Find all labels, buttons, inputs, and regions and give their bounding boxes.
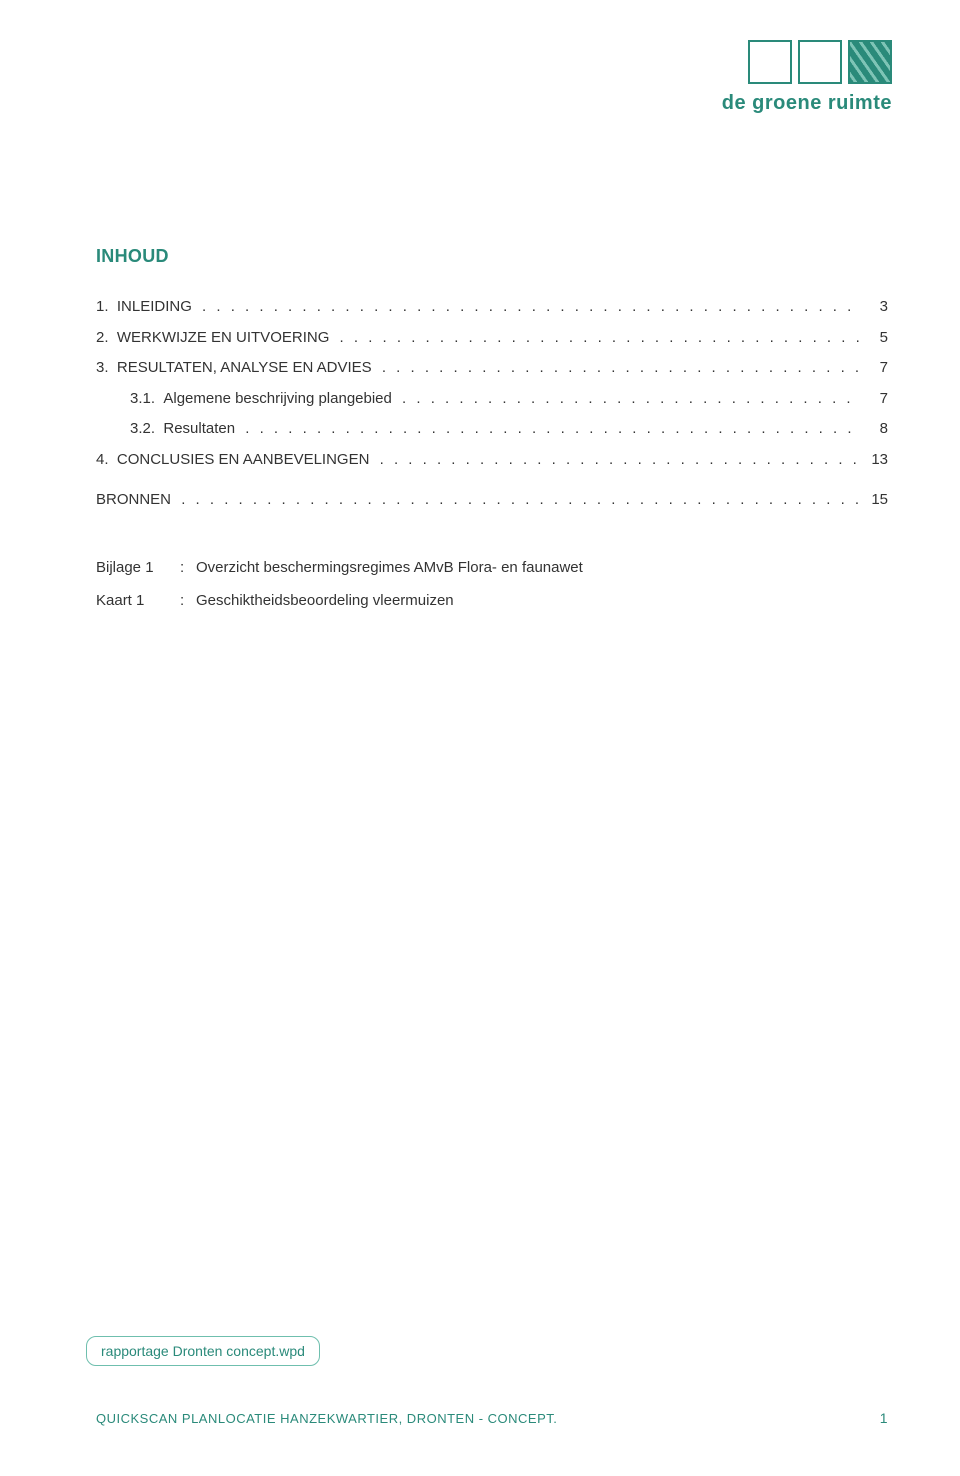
toc-label-text: Algemene beschrijving plangebied <box>163 390 392 407</box>
appendix-text: Overzicht beschermingsregimes AMvB Flora… <box>196 551 583 584</box>
toc-dots: . . . . . . . . . . . . . . . . . . . . … <box>175 486 860 515</box>
toc-label-text: BRONNEN <box>96 491 171 508</box>
toc-page: 5 <box>860 324 888 353</box>
table-of-contents: 1. INLEIDING . . . . . . . . . . . . . .… <box>96 293 888 515</box>
toc-entry: 2. WERKWIJZE EN UITVOERING . . . . . . .… <box>96 324 888 353</box>
toc-page: 8 <box>860 415 888 444</box>
toc-number: 4. <box>96 446 109 475</box>
toc-dots: . . . . . . . . . . . . . . . . . . . . … <box>334 324 860 353</box>
appendix-text: Geschiktheidsbeoordeling vleermuizen <box>196 584 454 617</box>
toc-label: INLEIDING <box>109 293 197 322</box>
toc-number: 2. <box>96 324 109 353</box>
toc-label-text: RESULTATEN, ANALYSE EN ADVIES <box>117 359 372 376</box>
appendix-colon: : <box>180 551 196 584</box>
toc-dots: . . . . . . . . . . . . . . . . . . . . … <box>239 415 860 444</box>
content-area: INHOUD 1. INLEIDING . . . . . . . . . . … <box>96 246 888 617</box>
appendix-item: Kaart 1 : Geschiktheidsbeoordeling vleer… <box>96 584 888 617</box>
toc-label: CONCLUSIES EN AANBEVELINGEN <box>109 446 374 475</box>
toc-entry: 1. INLEIDING . . . . . . . . . . . . . .… <box>96 293 888 322</box>
toc-label: RESULTATEN, ANALYSE EN ADVIES <box>109 354 376 383</box>
file-badge: rapportage Dronten concept.wpd <box>86 1336 320 1366</box>
toc-dots: . . . . . . . . . . . . . . . . . . . . … <box>376 354 860 383</box>
toc-dots: . . . . . . . . . . . . . . . . . . . . … <box>396 385 860 414</box>
toc-label-text: Resultaten <box>163 420 235 437</box>
logo-square-2 <box>798 40 842 84</box>
toc-dots: . . . . . . . . . . . . . . . . . . . . … <box>196 293 860 322</box>
toc-subentry: 3.2. Resultaten . . . . . . . . . . . . … <box>96 415 888 444</box>
toc-entry: 4. CONCLUSIES EN AANBEVELINGEN . . . . .… <box>96 446 888 475</box>
toc-label: BRONNEN <box>96 486 175 515</box>
logo-square-1 <box>748 40 792 84</box>
appendix-list: Bijlage 1 : Overzicht beschermingsregime… <box>96 551 888 617</box>
toc-page: 7 <box>860 385 888 414</box>
toc-subentry: 3.1. Algemene beschrijving plangebied . … <box>96 385 888 414</box>
brand-logo: de groene ruimte <box>722 40 892 115</box>
toc-entry: BRONNEN . . . . . . . . . . . . . . . . … <box>96 486 888 515</box>
page-footer: QUICKSCAN PLANLOCATIE HANZEKWARTIER, DRO… <box>96 1410 888 1426</box>
footer-page-number: 1 <box>880 1410 888 1426</box>
toc-label: WERKWIJZE EN UITVOERING <box>109 324 334 353</box>
brand-text: de groene ruimte <box>722 92 892 115</box>
appendix-colon: : <box>180 584 196 617</box>
toc-number: 3. <box>96 354 109 383</box>
toc-label-text: INLEIDING <box>117 298 192 315</box>
toc-page: 7 <box>860 354 888 383</box>
toc-gap <box>96 476 888 486</box>
toc-label: Resultaten <box>155 415 239 444</box>
toc-page: 13 <box>860 446 888 475</box>
toc-dots: . . . . . . . . . . . . . . . . . . . . … <box>374 446 860 475</box>
toc-page: 15 <box>860 486 888 515</box>
toc-entry: 3. RESULTATEN, ANALYSE EN ADVIES . . . .… <box>96 354 888 383</box>
toc-number: 3.1. <box>130 385 155 414</box>
toc-label-text: WERKWIJZE EN UITVOERING <box>117 329 330 346</box>
appendix-key: Kaart 1 <box>96 584 180 617</box>
footer-title: QUICKSCAN PLANLOCATIE HANZEKWARTIER, DRO… <box>96 1411 557 1426</box>
appendix-item: Bijlage 1 : Overzicht beschermingsregime… <box>96 551 888 584</box>
toc-label-text: CONCLUSIES EN AANBEVELINGEN <box>117 451 370 468</box>
logo-square-3 <box>848 40 892 84</box>
appendix-key: Bijlage 1 <box>96 551 180 584</box>
toc-label: Algemene beschrijving plangebied <box>155 385 396 414</box>
logo-squares <box>722 40 892 84</box>
toc-number: 3.2. <box>130 415 155 444</box>
toc-number: 1. <box>96 293 109 322</box>
page-title: INHOUD <box>96 246 888 267</box>
page-root: de groene ruimte INHOUD 1. INLEIDING . .… <box>0 0 960 1476</box>
toc-page: 3 <box>860 293 888 322</box>
